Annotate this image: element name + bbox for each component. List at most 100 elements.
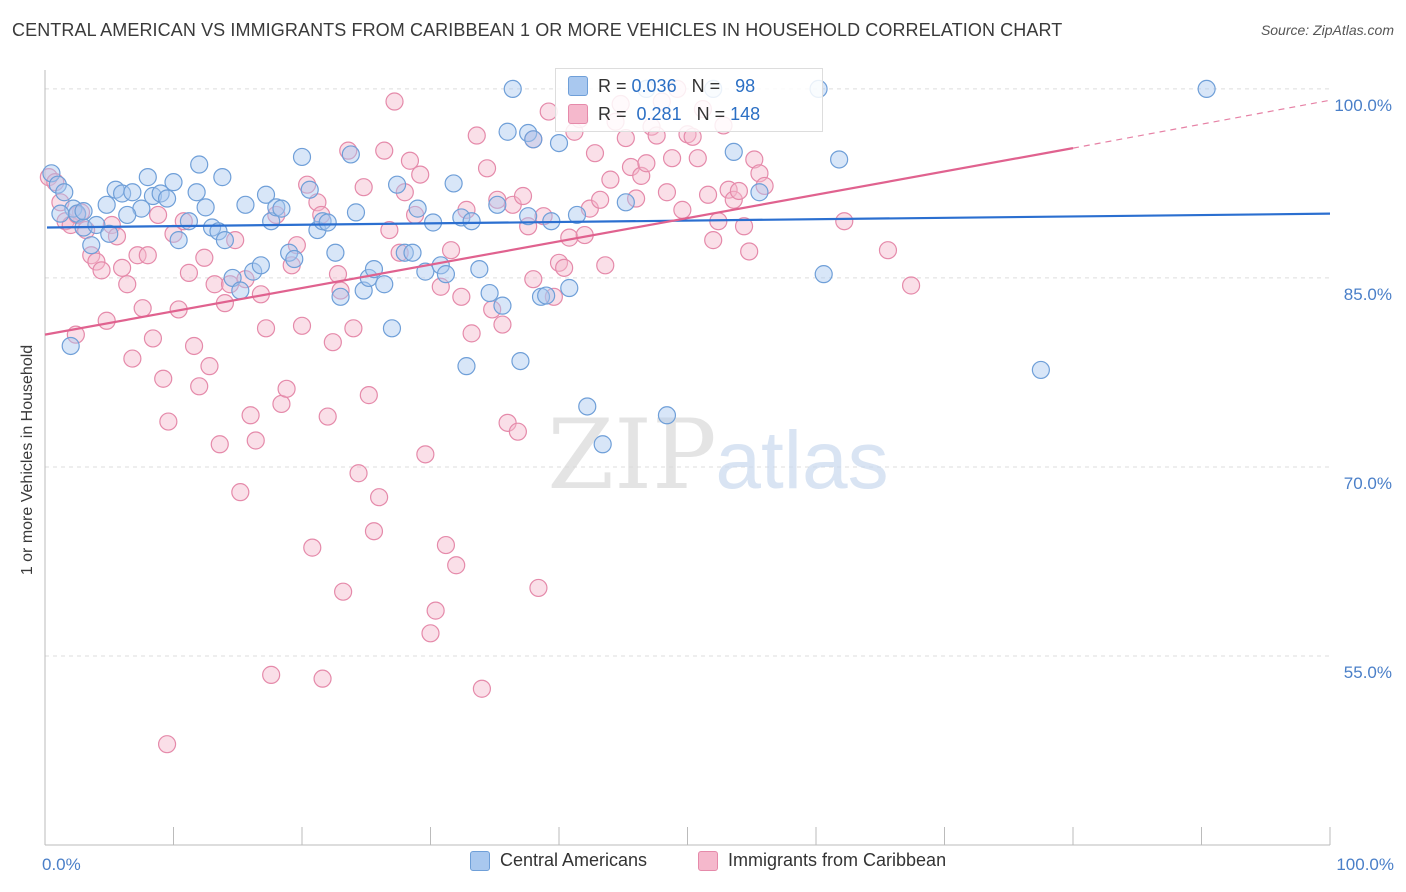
data-point-central-american xyxy=(123,183,142,202)
watermark-zip: ZIP xyxy=(547,399,716,511)
legend-label: Immigrants from Caribbean xyxy=(728,850,947,870)
stats-box: R = 0.036 N = 98 R = 0.281 N = 148 xyxy=(555,68,823,132)
data-point-caribbean xyxy=(901,276,921,295)
data-point-caribbean xyxy=(159,412,178,431)
y-tick-label: 85.0% xyxy=(1344,285,1392,304)
data-point-caribbean xyxy=(112,258,132,277)
data-point-caribbean xyxy=(97,311,116,330)
data-point-caribbean xyxy=(878,241,898,260)
series-immigrants-from-caribbean xyxy=(39,79,921,754)
data-point-central-american xyxy=(97,195,116,214)
data-point-central-american xyxy=(61,336,80,356)
data-point-caribbean xyxy=(390,243,409,262)
data-point-caribbean xyxy=(277,379,296,398)
data-point-caribbean xyxy=(241,406,260,425)
data-point-central-american xyxy=(503,79,522,99)
tick-labels: 55.0% 70.0% 85.0% 100.0% 0.0% 100.0% xyxy=(42,96,1394,874)
data-point-caribbean xyxy=(143,329,163,348)
data-point-caribbean xyxy=(452,287,471,306)
data-point-caribbean xyxy=(292,316,312,335)
data-point-central-american xyxy=(118,205,137,225)
data-point-caribbean xyxy=(323,333,342,352)
data-point-caribbean xyxy=(354,178,373,197)
legend-label: Central Americans xyxy=(500,850,648,870)
data-point-caribbean xyxy=(200,357,219,376)
data-point-central-american xyxy=(593,435,612,454)
stats-swatch-pink xyxy=(568,104,588,124)
data-point-caribbean xyxy=(334,582,353,601)
data-point-central-american xyxy=(567,205,587,225)
data-point-central-american xyxy=(488,195,507,214)
data-point-caribbean xyxy=(385,92,404,111)
data-point-caribbean xyxy=(205,275,224,294)
r-label: R = xyxy=(598,75,627,96)
n-label: N = xyxy=(696,103,726,124)
legend-item-immigrants-from-caribbean[interactable]: Immigrants from Caribbean xyxy=(698,850,946,871)
data-point-caribbean xyxy=(154,369,173,388)
data-point-caribbean xyxy=(179,263,199,282)
data-point-caribbean xyxy=(46,173,65,192)
data-point-caribbean xyxy=(585,144,605,163)
data-point-central-american xyxy=(100,224,119,243)
data-point-caribbean xyxy=(513,186,533,206)
data-point-central-american xyxy=(382,319,402,338)
data-point-caribbean xyxy=(657,183,677,202)
data-point-caribbean xyxy=(493,315,512,334)
trend-line-caribbean xyxy=(44,147,1074,336)
data-point-central-american xyxy=(272,199,291,218)
data-point-central-american xyxy=(213,168,232,187)
legend-item-central-americans[interactable]: Central Americans xyxy=(470,850,647,871)
data-point-central-american xyxy=(519,207,538,226)
data-point-caribbean xyxy=(673,200,692,219)
legend-swatch-blue xyxy=(470,850,490,871)
data-point-central-american xyxy=(750,183,769,202)
data-point-caribbean xyxy=(344,319,363,338)
data-point-central-american xyxy=(452,208,471,227)
data-point-caribbean xyxy=(87,252,106,271)
data-point-caribbean xyxy=(400,151,420,170)
data-point-caribbean xyxy=(704,231,723,250)
data-point-caribbean xyxy=(92,261,111,280)
data-point-central-american xyxy=(55,183,74,202)
y-tick-label: 55.0% xyxy=(1344,663,1392,682)
x-tick-label: 100.0% xyxy=(1336,855,1394,874)
data-point-central-american xyxy=(444,174,463,193)
data-point-caribbean xyxy=(835,212,854,231)
data-point-caribbean xyxy=(555,258,574,277)
data-point-central-american xyxy=(215,231,234,250)
data-point-caribbean xyxy=(447,556,466,575)
trend-lines xyxy=(44,99,1331,336)
data-point-caribbean xyxy=(303,538,322,557)
data-point-caribbean xyxy=(128,246,147,265)
data-point-caribbean xyxy=(508,422,527,441)
data-point-caribbean xyxy=(529,578,548,598)
data-point-central-american xyxy=(470,260,489,279)
data-point-central-american xyxy=(462,212,481,231)
r-value: 0.281 xyxy=(636,103,682,124)
data-point-central-american xyxy=(341,145,360,164)
data-point-central-american xyxy=(480,283,499,303)
watermark-atlas: atlas xyxy=(715,415,888,506)
data-point-caribbean xyxy=(411,165,430,184)
data-point-caribbean xyxy=(421,624,440,643)
data-point-central-american xyxy=(318,213,337,232)
data-point-caribbean xyxy=(138,246,157,265)
data-point-caribbean xyxy=(662,149,682,168)
data-point-caribbean xyxy=(246,431,265,450)
data-point-central-american xyxy=(375,275,394,294)
trend-line-central-americans xyxy=(46,212,1331,229)
data-point-caribbean xyxy=(133,299,152,318)
data-point-caribbean xyxy=(549,253,569,272)
data-point-caribbean xyxy=(426,601,445,620)
data-point-caribbean xyxy=(596,256,615,275)
data-point-caribbean xyxy=(601,170,620,189)
legend: Central Americans Immigrants from Caribb… xyxy=(0,850,1406,880)
data-point-central-american xyxy=(616,193,635,212)
data-point-caribbean xyxy=(364,522,384,541)
source-label: Source: ZipAtlas.com xyxy=(1260,22,1394,38)
data-point-central-american xyxy=(395,243,414,262)
data-point-caribbean xyxy=(184,336,204,356)
r-value: 0.036 xyxy=(631,75,677,96)
data-point-caribbean xyxy=(298,175,317,194)
data-point-caribbean xyxy=(591,190,610,209)
